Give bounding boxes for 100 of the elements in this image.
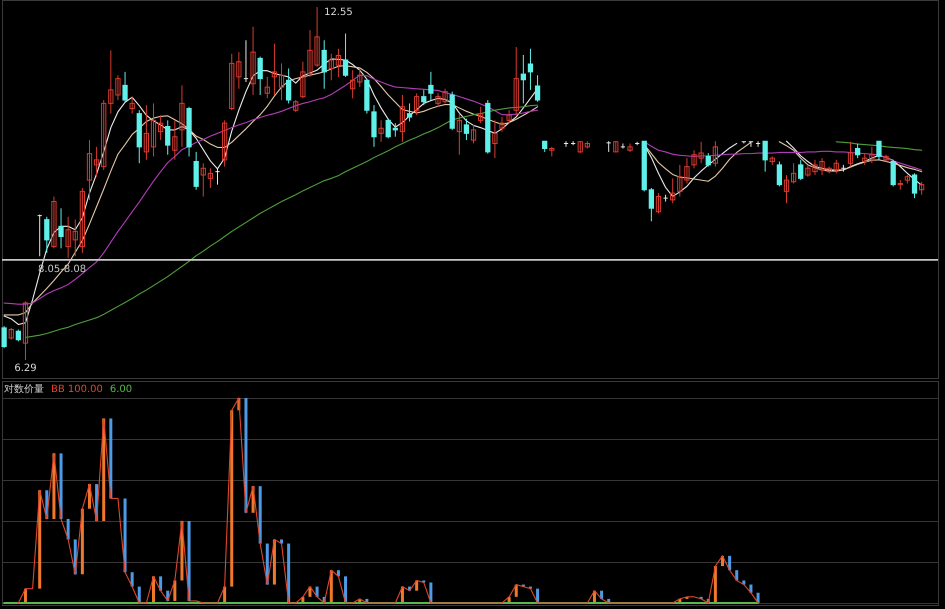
candlestick (122, 71, 128, 102)
candlestick (421, 89, 426, 106)
candlestick (172, 120, 178, 160)
candlestick (691, 150, 697, 169)
candlestick (278, 62, 284, 101)
candlestick (400, 94, 406, 142)
candlestick (342, 33, 348, 78)
candlestick (258, 56, 263, 96)
candlestick (159, 576, 162, 591)
candlestick (798, 159, 804, 181)
candlestick (499, 116, 505, 132)
candlestick (200, 162, 206, 197)
candlestick (230, 410, 234, 587)
candlestick (300, 61, 306, 99)
candlestick (728, 556, 732, 570)
candlestick (208, 168, 214, 189)
candlestick (109, 418, 112, 498)
candlestick (534, 74, 540, 102)
candlestick (464, 118, 470, 141)
candlestick (250, 26, 256, 96)
candlestick (272, 539, 276, 585)
candlestick (80, 508, 84, 574)
candlestick (677, 164, 682, 197)
candlestick (8, 327, 14, 340)
candlestick (492, 120, 498, 159)
candlestick (912, 172, 918, 199)
candlestick (528, 48, 534, 90)
candlestick (714, 566, 717, 603)
candlestick (478, 106, 484, 124)
candlestick (456, 113, 462, 156)
candlestick (322, 40, 327, 90)
candlestick (805, 164, 810, 178)
candlestick (656, 192, 662, 214)
candlestick (854, 142, 860, 159)
candlestick (442, 88, 448, 104)
candlestick (520, 54, 526, 104)
candlestick (414, 92, 420, 116)
candlestick (790, 162, 796, 184)
candlestick (848, 141, 854, 168)
candlestick (784, 174, 790, 204)
candlestick (165, 120, 170, 156)
candlestick (244, 398, 248, 513)
candlestick (613, 140, 618, 153)
text: BB 100.00 (51, 384, 103, 395)
candlestick (173, 580, 176, 601)
candlestick (890, 159, 896, 187)
candlestick (470, 124, 476, 144)
candlestick (264, 76, 270, 99)
candlestick (258, 486, 262, 544)
candlestick (150, 102, 156, 157)
candlestick (51, 196, 57, 249)
candlestick (86, 140, 92, 200)
candlestick (94, 146, 100, 178)
candlestick (66, 518, 70, 540)
candlestick (542, 140, 548, 152)
candlestick (698, 141, 704, 164)
candlestick (158, 114, 164, 141)
candlestick (272, 43, 278, 96)
text: 6.29 (14, 363, 37, 374)
candlestick (307, 30, 313, 78)
candlestick (58, 208, 64, 249)
candlestick (514, 46, 519, 116)
candlestick (287, 544, 290, 603)
candlestick (144, 104, 150, 160)
candlestick (328, 53, 334, 81)
candlestick (812, 159, 818, 176)
text: 6.00 (110, 384, 132, 395)
candlestick (286, 68, 292, 104)
candlestick (712, 140, 718, 168)
candlestick (44, 216, 50, 254)
candlestick (124, 498, 127, 572)
candlestick (919, 181, 924, 196)
candlestick (819, 158, 825, 176)
candlestick (428, 71, 434, 101)
candlestick (2, 326, 7, 349)
candlestick (776, 161, 782, 187)
candlestick (378, 120, 384, 142)
annotation: 12.55 (324, 7, 353, 18)
candlestick (16, 329, 21, 342)
candlestick (898, 180, 903, 190)
candlestick (670, 178, 676, 204)
candlestick (314, 6, 320, 68)
candlestick (336, 48, 342, 78)
chart-title: 对数价量 (4, 383, 44, 395)
candlestick (293, 100, 298, 112)
candlestick (22, 300, 28, 360)
candlestick (435, 92, 441, 108)
candlestick (506, 110, 512, 124)
candlestick (876, 140, 882, 160)
candlestick (188, 521, 191, 601)
candlestick (706, 152, 711, 168)
candlestick (762, 140, 768, 172)
candlestick (222, 120, 228, 168)
candlestick (130, 96, 135, 114)
candlestick (549, 146, 554, 157)
candlestick (406, 102, 412, 122)
candlestick (115, 74, 121, 101)
candlestick (684, 158, 690, 184)
candlestick (60, 453, 63, 519)
candlestick (179, 84, 185, 148)
